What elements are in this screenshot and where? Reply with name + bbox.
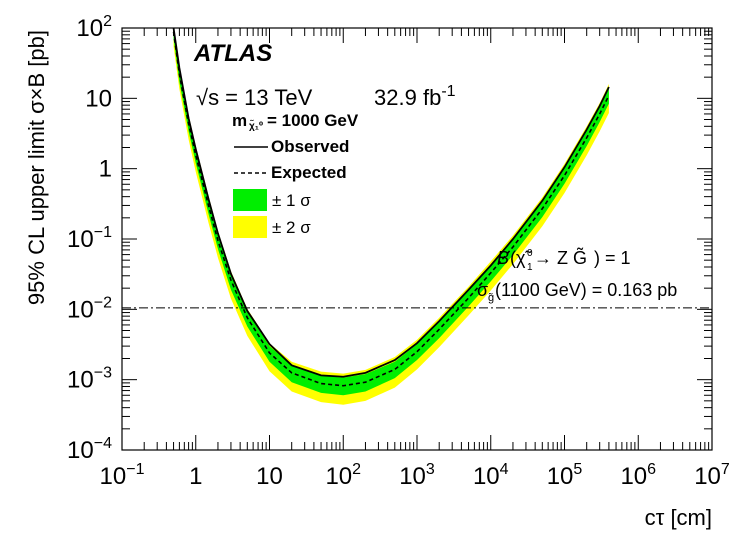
luminosity-label: 32.9 fb-1 — [374, 83, 456, 110]
y-tick-label: 102 — [76, 13, 112, 42]
y-tick-label: 10 — [85, 85, 112, 112]
branching-symbol: B — [497, 248, 509, 268]
legend-observed-label: Observed — [271, 137, 349, 156]
observed-curve — [172, 28, 610, 378]
expected-curve — [172, 31, 610, 387]
cross-section-gluino-sub: g̃ — [488, 292, 494, 304]
legend-one-sigma-swatch — [233, 189, 267, 211]
x-tick-label: 105 — [547, 461, 583, 490]
axis-ticks — [121, 27, 713, 451]
x-tick-label: 10−1 — [100, 461, 145, 490]
legend-one-sigma-label: ± 1 σ — [272, 191, 311, 210]
x-tick-label: 10 — [256, 463, 283, 490]
legend-two-sigma-label: ± 2 σ — [272, 218, 311, 237]
branching-arrow: → Z G̃ — [534, 247, 587, 268]
legend: Observed Expected ± 1 σ ± 2 σ — [233, 137, 349, 238]
branching-neutralino-sup: 0 — [527, 248, 533, 259]
y-axis-title: 95% CL upper limit σ×B [pb] — [24, 30, 49, 305]
y-tick-label: 10−3 — [67, 365, 112, 394]
luminosity-value: 32.9 — [374, 85, 417, 110]
cross-section-label: (1100 GeV) = 0.163 pb — [495, 280, 677, 300]
mass-label-value: = 1000 GeV — [267, 111, 359, 130]
mass-label-prefix: m — [232, 111, 247, 130]
branching-neutralino-sub: 1 — [527, 262, 533, 273]
cross-section-annotation: σ g̃ (1100 GeV) = 0.163 pb — [477, 280, 677, 304]
x-tick-label: 1 — [189, 463, 202, 490]
luminosity-unit: fb — [423, 85, 441, 110]
x-axis-title: cτ [cm] — [645, 505, 712, 530]
atlas-label: ATLAS — [193, 40, 272, 67]
y-tick-label: 10−4 — [67, 435, 112, 464]
branching-annotation: B (χ̃ 1 0 → Z G̃ ) = 1 — [497, 247, 631, 273]
y-tick-label: 10−2 — [67, 294, 112, 323]
x-tick-label: 107 — [694, 461, 730, 490]
x-tick-label: 104 — [473, 461, 509, 490]
mass-label: m χ̃₁⁰ = 1000 GeV — [232, 111, 359, 132]
y-tick-labels: 10−4 10−3 10−2 10−1 1 10 102 — [67, 13, 112, 464]
x-tick-label: 102 — [325, 461, 361, 490]
mass-label-subscript: χ̃₁⁰ — [249, 119, 263, 132]
legend-expected-label: Expected — [271, 163, 347, 182]
one-sigma-band — [173, 28, 609, 396]
x-tick-label: 103 — [399, 461, 435, 490]
y-tick-label: 1 — [99, 156, 112, 183]
x-tick-label: 106 — [620, 461, 656, 490]
luminosity-exponent: -1 — [441, 83, 455, 100]
cross-section-sigma: σ — [477, 280, 488, 300]
energy-label: √s = 13 TeV — [196, 85, 313, 110]
x-tick-labels: 10−1 1 10 102 103 104 105 106 107 — [100, 461, 730, 490]
plot-data-area — [122, 28, 712, 405]
y-tick-label: 10−1 — [67, 224, 112, 253]
branching-value: ) = 1 — [594, 248, 631, 268]
legend-two-sigma-swatch — [233, 216, 267, 238]
